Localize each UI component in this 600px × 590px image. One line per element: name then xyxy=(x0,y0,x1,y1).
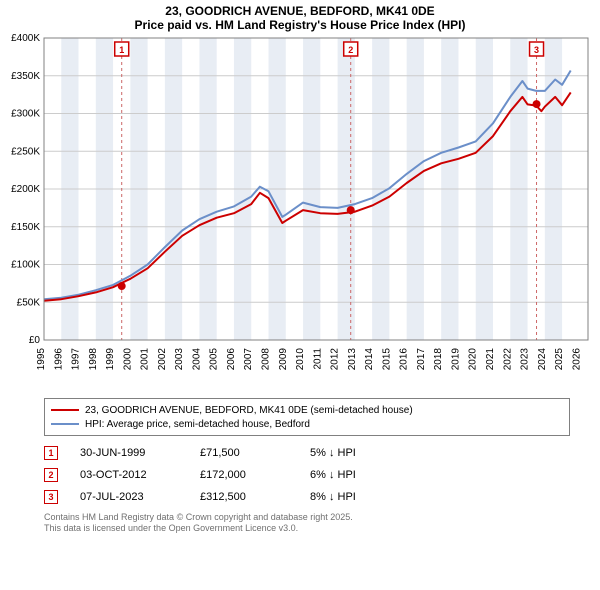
svg-text:2008: 2008 xyxy=(261,348,272,371)
sale-date: 30-JUN-1999 xyxy=(80,447,200,459)
svg-text:1997: 1997 xyxy=(71,348,82,371)
svg-text:2017: 2017 xyxy=(416,348,427,371)
legend-label-paid: 23, GOODRICH AVENUE, BEDFORD, MK41 0DE (… xyxy=(85,405,413,416)
table-row: 3 07-JUL-2023 £312,500 8% ↓ HPI xyxy=(44,486,570,508)
sale-pct: 5% ↓ HPI xyxy=(310,447,430,459)
legend-item-paid: 23, GOODRICH AVENUE, BEDFORD, MK41 0DE (… xyxy=(51,403,563,417)
svg-text:£350K: £350K xyxy=(11,71,40,82)
svg-text:2016: 2016 xyxy=(399,348,410,371)
sale-marker-icon: 1 xyxy=(44,446,58,460)
svg-text:2011: 2011 xyxy=(312,348,323,370)
svg-text:2021: 2021 xyxy=(485,348,496,371)
svg-text:2019: 2019 xyxy=(450,348,461,371)
svg-text:£100K: £100K xyxy=(11,260,40,271)
sale-pct: 6% ↓ HPI xyxy=(310,469,430,481)
svg-text:2013: 2013 xyxy=(347,348,358,371)
sale-price: £172,000 xyxy=(200,469,310,481)
table-row: 2 03-OCT-2012 £172,000 6% ↓ HPI xyxy=(44,464,570,486)
svg-text:2020: 2020 xyxy=(468,348,479,371)
svg-text:1996: 1996 xyxy=(53,348,64,371)
page-subtitle: Price paid vs. HM Land Registry's House … xyxy=(0,18,600,32)
svg-text:2015: 2015 xyxy=(381,348,392,371)
svg-text:2004: 2004 xyxy=(191,348,202,371)
sale-marker-icon: 2 xyxy=(44,468,58,482)
svg-text:2006: 2006 xyxy=(226,348,237,371)
svg-text:2022: 2022 xyxy=(502,348,513,371)
price-chart: £0 £50K £100K £150K £200K £250K £300K £350K £400… xyxy=(0,32,600,392)
svg-text:2001: 2001 xyxy=(140,348,151,371)
legend-swatch-hpi xyxy=(51,423,79,425)
footer-line: Contains HM Land Registry data © Crown c… xyxy=(44,512,570,523)
sale-marker-icon: 3 xyxy=(44,490,58,504)
page-title: 23, GOODRICH AVENUE, BEDFORD, MK41 0DE xyxy=(0,4,600,18)
sale-date: 07-JUL-2023 xyxy=(80,491,200,503)
svg-text:2007: 2007 xyxy=(243,348,254,371)
sale-pct: 8% ↓ HPI xyxy=(310,491,430,503)
svg-text:2000: 2000 xyxy=(122,348,133,371)
svg-text:2009: 2009 xyxy=(278,348,289,371)
svg-text:2002: 2002 xyxy=(157,348,168,371)
svg-text:2026: 2026 xyxy=(571,348,582,371)
svg-text:2024: 2024 xyxy=(537,348,548,371)
svg-text:2018: 2018 xyxy=(433,348,444,371)
legend-item-hpi: HPI: Average price, semi-detached house,… xyxy=(51,417,563,431)
svg-text:2003: 2003 xyxy=(174,348,185,371)
svg-text:£250K: £250K xyxy=(11,146,40,157)
svg-text:1998: 1998 xyxy=(88,348,99,371)
legend: 23, GOODRICH AVENUE, BEDFORD, MK41 0DE (… xyxy=(44,398,570,436)
svg-text:3: 3 xyxy=(534,45,539,55)
svg-text:1999: 1999 xyxy=(105,348,116,371)
svg-text:£200K: £200K xyxy=(11,184,40,195)
svg-text:£0: £0 xyxy=(29,335,41,346)
sale-date: 03-OCT-2012 xyxy=(80,469,200,481)
footer-line: This data is licensed under the Open Gov… xyxy=(44,523,570,534)
svg-text:2012: 2012 xyxy=(330,348,341,371)
svg-text:£300K: £300K xyxy=(11,109,40,120)
svg-text:2005: 2005 xyxy=(209,348,220,371)
svg-text:2023: 2023 xyxy=(520,348,531,371)
svg-text:2: 2 xyxy=(348,45,353,55)
sales-table: 1 30-JUN-1999 £71,500 5% ↓ HPI 2 03-OCT-… xyxy=(44,442,570,508)
svg-text:£150K: £150K xyxy=(11,222,40,233)
sale-price: £312,500 xyxy=(200,491,310,503)
svg-text:2010: 2010 xyxy=(295,348,306,371)
footer-attribution: Contains HM Land Registry data © Crown c… xyxy=(44,512,570,535)
svg-text:1: 1 xyxy=(119,45,124,55)
svg-text:£400K: £400K xyxy=(11,33,40,44)
legend-label-hpi: HPI: Average price, semi-detached house,… xyxy=(85,419,310,430)
sale-price: £71,500 xyxy=(200,447,310,459)
table-row: 1 30-JUN-1999 £71,500 5% ↓ HPI xyxy=(44,442,570,464)
legend-swatch-paid xyxy=(51,409,79,411)
svg-text:1995: 1995 xyxy=(36,348,47,371)
svg-text:2025: 2025 xyxy=(554,348,565,371)
svg-text:2014: 2014 xyxy=(364,348,375,371)
svg-text:£50K: £50K xyxy=(17,297,41,308)
